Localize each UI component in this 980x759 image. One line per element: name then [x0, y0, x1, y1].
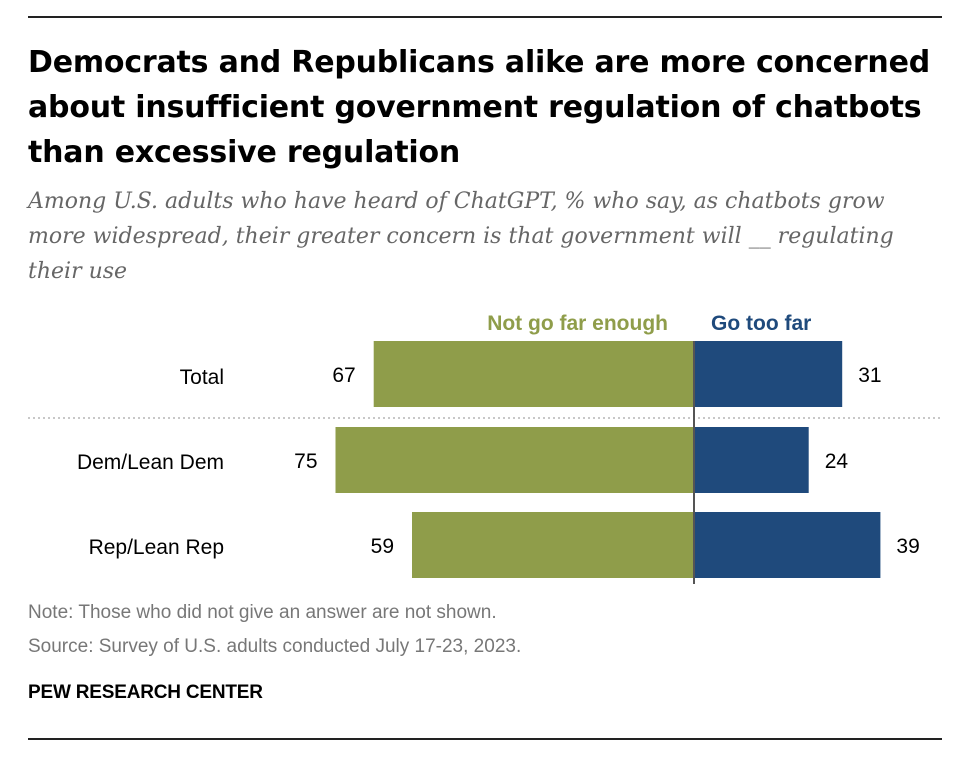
chart-source: Source: Survey of U.S. adults conducted … [28, 636, 522, 657]
value-label-too-far-rep: 39 [896, 535, 919, 558]
bar-not-far-enough-dem [335, 427, 694, 493]
bottom-rule [28, 738, 942, 740]
value-labels: 67 75 59 31 24 39 [294, 364, 920, 558]
bar-too-far-dem [694, 427, 809, 493]
chart-note: Note: Those who did not give an answer a… [28, 602, 497, 623]
value-label-too-far-dem: 24 [825, 450, 849, 473]
chart-subtitle: Among U.S. adults who have heard of Chat… [28, 189, 894, 284]
bar-too-far-total [694, 341, 843, 407]
value-label-too-far-total: 31 [858, 364, 881, 387]
legend-not-far-enough: Not go far enough [487, 312, 668, 335]
diverging-bar-chart: Not go far enough Go too far Total Dem/L… [28, 312, 940, 584]
category-label-total: Total [180, 366, 224, 389]
category-label-rep: Rep/Lean Rep [89, 536, 224, 559]
bar-not-far-enough-total [373, 341, 694, 407]
bar-too-far-rep [694, 512, 881, 578]
value-label-not-far-enough-dem: 75 [294, 450, 317, 473]
bar-not-far-enough-rep [412, 512, 694, 578]
brand-label: PEW RESEARCH CENTER [28, 682, 263, 703]
value-label-not-far-enough-rep: 59 [371, 535, 394, 558]
legend-too-far: Go too far [711, 312, 811, 335]
category-label-dem: Dem/Lean Dem [77, 451, 224, 474]
top-rule [28, 16, 942, 18]
chart-title: Democrats and Republicans alike are more… [28, 45, 930, 170]
value-label-not-far-enough-total: 67 [332, 364, 355, 387]
bars [335, 341, 881, 578]
category-labels: Total Dem/Lean Dem Rep/Lean Rep [77, 366, 224, 559]
